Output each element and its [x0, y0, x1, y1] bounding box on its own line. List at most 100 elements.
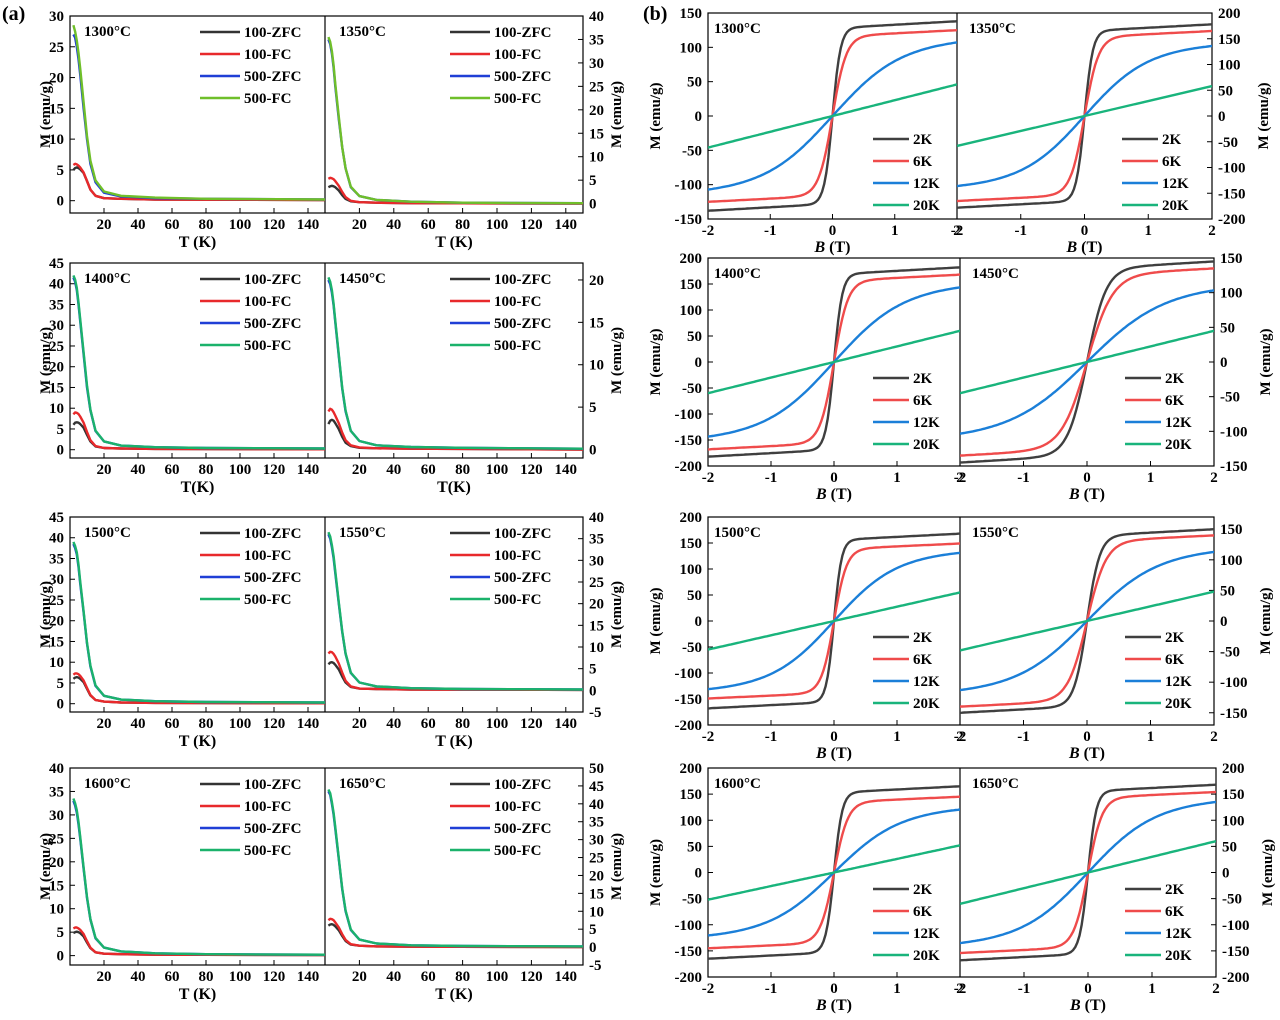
x-tick-label-right: 40	[386, 716, 401, 732]
y-tick-label-left: 20	[49, 71, 64, 87]
legend-label-500-ZFC: 500-ZFC	[494, 316, 552, 332]
series-line-20K	[708, 83, 957, 149]
legend-label-100-ZFC: 100-ZFC	[494, 272, 552, 288]
x-tick-label-right: 40	[386, 462, 401, 478]
y-tick-label-right: 150	[1220, 251, 1243, 267]
x-tick-label-right: -1	[1015, 223, 1028, 239]
x-tick-label-right: 20	[352, 969, 367, 985]
y-tick-label-left: 40	[49, 277, 64, 293]
legend-label-12K: 12K	[913, 926, 940, 942]
x-tick-label-left: 80	[199, 969, 214, 985]
y-tick-label-right: 100	[1222, 813, 1245, 829]
series-line-100-ZFC	[72, 675, 325, 705]
legend-label-20K: 20K	[1162, 198, 1189, 214]
series-line-500-FC	[72, 541, 325, 704]
x-tick-label-right: 140	[555, 969, 578, 985]
x-axis-title: B (T)	[815, 486, 852, 503]
series-line-20K	[708, 591, 960, 651]
y-tick-label-left: -150	[675, 433, 703, 449]
legend-label-2K: 2K	[1165, 371, 1185, 387]
y-tick-label-left: 5	[57, 163, 65, 179]
y-tick-label-right: -150	[1218, 186, 1246, 202]
series-line-20K	[708, 329, 960, 395]
series-line-500-ZFC	[327, 279, 583, 450]
x-tick-label-right: -2	[954, 729, 967, 745]
x-axis-title-unit: (T)	[825, 239, 850, 256]
x-tick-label-left: 80	[199, 462, 214, 478]
x-tick-label-right: -1	[1017, 729, 1030, 745]
y-tick-label-left: 0	[57, 697, 65, 713]
x-tick-label-right: 140	[555, 716, 578, 732]
y-tick-label-right: 150	[1218, 32, 1241, 48]
x-tick-label-left: 2	[953, 223, 961, 239]
x-tick-label-right: 80	[455, 217, 470, 233]
y-tick-label-left: -50	[682, 892, 702, 908]
y-tick-label-right: -100	[1218, 161, 1246, 177]
series-group-left	[708, 20, 957, 212]
x-tick-label-left: 0	[830, 470, 838, 486]
legend-label-500-ZFC: 500-ZFC	[244, 821, 302, 837]
series-line-500-FC	[72, 798, 325, 956]
y-tick-label-left: 200	[680, 251, 703, 267]
y-tick-label-right: 25	[589, 851, 604, 867]
temperature-annotation: 1300°C	[84, 24, 131, 40]
y-tick-label-right: 20	[589, 103, 604, 119]
y-tick-label-left: -50	[682, 640, 702, 656]
y-tick-label-left: 0	[695, 866, 703, 882]
x-tick-label-left: -1	[765, 981, 778, 997]
x-tick-label-left: -2	[702, 981, 715, 997]
legend-label-20K: 20K	[1165, 696, 1192, 712]
x-tick-label-right: 40	[386, 217, 401, 233]
x-tick-label-right: 0	[1084, 981, 1092, 997]
y-tick-label-right: -150	[1220, 459, 1248, 475]
x-tick-label-left: -2	[702, 729, 715, 745]
series-line-20K	[960, 839, 1216, 906]
temperature-annotation: 1650°C	[339, 776, 386, 792]
y-tick-label-left: 35	[49, 297, 64, 313]
y-tick-label-right: 30	[589, 833, 604, 849]
legend-label-100-ZFC: 100-ZFC	[244, 777, 302, 793]
series-line-100-FC	[327, 176, 583, 205]
legend-label-12K: 12K	[1162, 176, 1189, 192]
legend-label-12K: 12K	[1165, 415, 1192, 431]
y-tick-label-left: 35	[49, 551, 64, 567]
x-tick-label-left: 0	[830, 981, 838, 997]
legend-label-12K: 12K	[913, 674, 940, 690]
y-tick-label-left: 0	[695, 109, 703, 125]
x-tick-label-right: 20	[352, 716, 367, 732]
series-group-left	[72, 274, 325, 451]
x-tick-label-right: -2	[951, 223, 964, 239]
y-tick-label-right: 20	[589, 273, 604, 289]
x-tick-label-right: 0	[1083, 729, 1091, 745]
y-tick-label-right: 0	[589, 197, 597, 213]
legend-label-20K: 20K	[1165, 948, 1192, 964]
y-tick-label-left: -100	[675, 666, 703, 682]
y-tick-label-left: 10	[49, 902, 64, 918]
y-tick-label-left: 10	[49, 655, 64, 671]
x-axis-title-unit: (T)	[827, 997, 852, 1014]
temperature-annotation: 1550°C	[972, 525, 1019, 541]
series-group-left	[708, 532, 960, 710]
series-line-500-FC	[327, 36, 583, 205]
y-tick-label-right: 50	[1218, 83, 1233, 99]
legend-label-500-FC: 500-FC	[494, 338, 542, 354]
x-axis-title-symbol: B	[1068, 745, 1080, 762]
panel-label-a: (a)	[2, 3, 25, 25]
legend-label-100-FC: 100-FC	[244, 47, 292, 63]
y-tick-label-right: -200	[1218, 212, 1246, 228]
series-group-left	[708, 785, 960, 960]
x-axis-title-unit: (T)	[1080, 745, 1105, 762]
legend-label-100-ZFC: 100-ZFC	[244, 25, 302, 41]
legend-label-20K: 20K	[913, 696, 940, 712]
x-axis-title: T (K)	[435, 986, 472, 1003]
y-tick-label-left: 50	[687, 839, 702, 855]
series-group-left	[72, 541, 325, 705]
x-tick-label-left: 140	[297, 462, 320, 478]
y-tick-label-left: 30	[49, 318, 64, 334]
legend-label-100-ZFC: 100-ZFC	[494, 777, 552, 793]
y-axis-title-left: M (emu/g)	[38, 81, 54, 148]
legend-label-100-ZFC: 100-ZFC	[244, 272, 302, 288]
x-tick-label-right: 140	[555, 217, 578, 233]
temperature-annotation: 1350°C	[969, 21, 1016, 37]
